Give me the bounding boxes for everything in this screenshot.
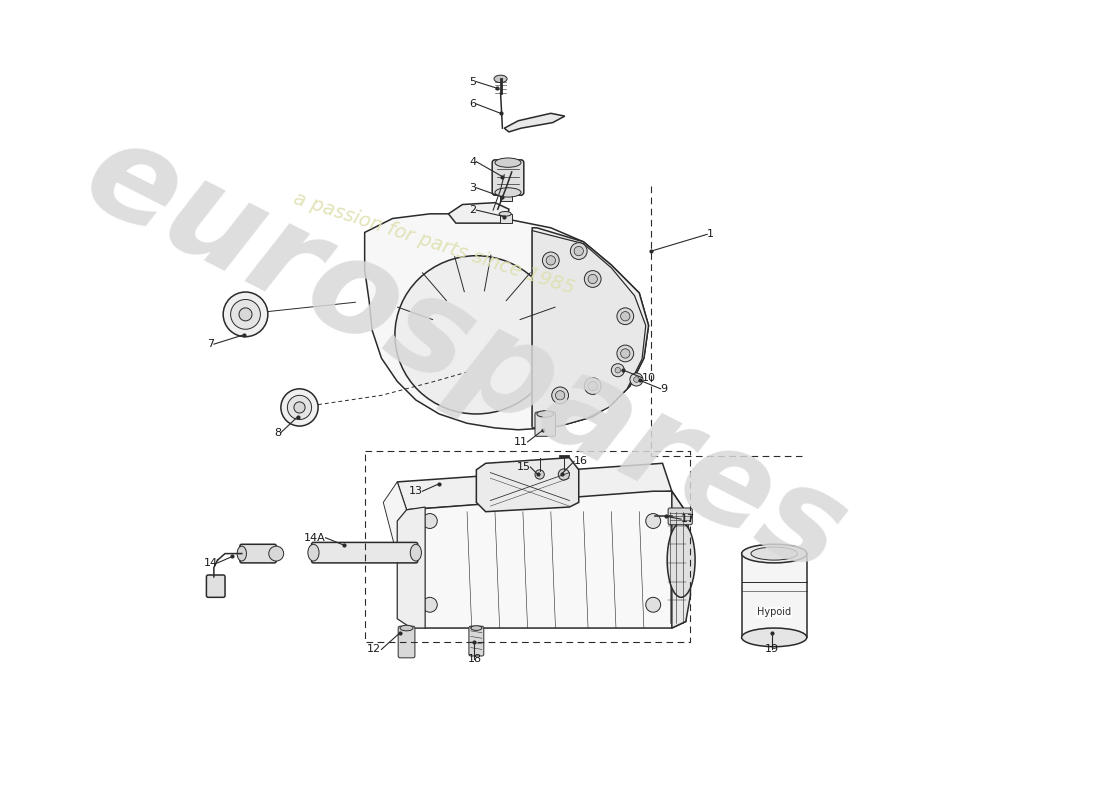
Polygon shape	[407, 491, 685, 628]
Text: 2: 2	[470, 205, 476, 215]
FancyBboxPatch shape	[207, 575, 226, 598]
Circle shape	[574, 246, 583, 256]
Ellipse shape	[741, 544, 806, 563]
Polygon shape	[499, 214, 512, 223]
Circle shape	[584, 270, 601, 287]
Text: 16: 16	[574, 457, 589, 466]
Text: 13: 13	[408, 486, 422, 496]
Polygon shape	[397, 463, 672, 510]
FancyBboxPatch shape	[469, 626, 484, 656]
Ellipse shape	[495, 188, 521, 197]
Circle shape	[559, 469, 570, 480]
Text: 11: 11	[514, 437, 528, 447]
Text: 14: 14	[204, 558, 218, 568]
Ellipse shape	[294, 402, 305, 413]
Ellipse shape	[494, 75, 507, 82]
Circle shape	[646, 598, 661, 612]
Circle shape	[422, 514, 438, 529]
Circle shape	[268, 546, 284, 561]
Polygon shape	[365, 214, 649, 430]
Ellipse shape	[668, 523, 695, 598]
Circle shape	[584, 378, 601, 394]
Ellipse shape	[751, 547, 798, 560]
Text: a passion for parts since 1985: a passion for parts since 1985	[292, 189, 578, 298]
Circle shape	[552, 387, 569, 404]
Circle shape	[615, 367, 620, 373]
Circle shape	[571, 242, 587, 259]
Ellipse shape	[495, 158, 521, 167]
FancyBboxPatch shape	[535, 412, 556, 436]
FancyBboxPatch shape	[492, 160, 524, 195]
Text: 4: 4	[470, 157, 476, 166]
Polygon shape	[397, 507, 426, 628]
Circle shape	[630, 373, 644, 386]
Ellipse shape	[741, 628, 806, 646]
Text: 1: 1	[707, 230, 714, 239]
Text: 14A: 14A	[304, 533, 326, 542]
Text: 8: 8	[274, 427, 280, 438]
Ellipse shape	[238, 546, 246, 561]
Circle shape	[620, 311, 630, 321]
Polygon shape	[476, 458, 579, 512]
Circle shape	[588, 382, 597, 390]
Circle shape	[617, 308, 634, 325]
Text: eurospares: eurospares	[65, 110, 866, 602]
Polygon shape	[532, 228, 649, 428]
Ellipse shape	[231, 299, 261, 330]
Text: 9: 9	[661, 384, 668, 394]
FancyBboxPatch shape	[398, 626, 415, 658]
Circle shape	[535, 470, 544, 479]
Ellipse shape	[410, 544, 421, 561]
Polygon shape	[449, 202, 509, 223]
FancyBboxPatch shape	[311, 542, 418, 563]
Text: 18: 18	[468, 654, 482, 664]
Ellipse shape	[287, 395, 311, 419]
Text: Hypoid: Hypoid	[757, 607, 791, 618]
Polygon shape	[499, 194, 512, 201]
Circle shape	[422, 598, 438, 612]
Circle shape	[542, 252, 559, 269]
Ellipse shape	[400, 626, 414, 631]
Circle shape	[620, 349, 630, 358]
Circle shape	[547, 256, 556, 265]
Ellipse shape	[499, 211, 512, 216]
Circle shape	[646, 514, 661, 529]
Ellipse shape	[223, 292, 268, 337]
Text: 10: 10	[642, 373, 656, 382]
FancyBboxPatch shape	[741, 554, 806, 638]
Polygon shape	[532, 230, 646, 428]
Polygon shape	[383, 482, 426, 628]
Ellipse shape	[471, 626, 482, 630]
Circle shape	[634, 377, 639, 382]
Circle shape	[617, 345, 634, 362]
Circle shape	[588, 274, 597, 284]
Circle shape	[612, 364, 625, 377]
Polygon shape	[672, 491, 691, 628]
Text: 7: 7	[207, 339, 213, 349]
Ellipse shape	[280, 389, 318, 426]
Text: 15: 15	[516, 462, 530, 472]
Ellipse shape	[239, 308, 252, 321]
Text: 17: 17	[681, 514, 695, 524]
Text: 12: 12	[367, 645, 382, 654]
Circle shape	[556, 390, 564, 400]
Text: 19: 19	[766, 645, 780, 654]
Text: 6: 6	[470, 99, 476, 109]
Ellipse shape	[499, 191, 512, 196]
FancyBboxPatch shape	[240, 544, 276, 563]
Text: 5: 5	[470, 77, 476, 86]
Ellipse shape	[395, 256, 558, 414]
Ellipse shape	[537, 410, 553, 418]
FancyBboxPatch shape	[668, 508, 692, 525]
Polygon shape	[504, 114, 564, 132]
Ellipse shape	[308, 544, 319, 561]
Text: 3: 3	[470, 182, 476, 193]
